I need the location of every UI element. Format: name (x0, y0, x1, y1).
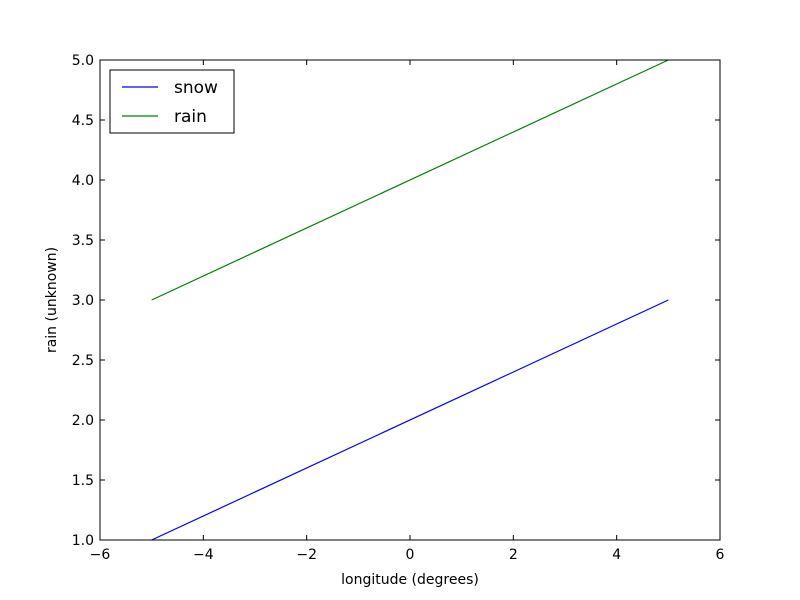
series-line-rain (151, 59, 669, 301)
x-tick-label: −6 (90, 547, 111, 563)
y-tick-label: 3.0 (72, 293, 94, 309)
legend-label-snow: snow (174, 78, 218, 98)
legend-label-rain: rain (174, 107, 207, 127)
y-tick-label: 5.0 (72, 53, 94, 69)
x-tick-label: 6 (716, 547, 725, 563)
series-layer (151, 59, 669, 541)
y-tick-label: 4.5 (72, 113, 94, 129)
y-axis-label: rain (unknown) (44, 247, 60, 353)
series-line-snow (151, 299, 669, 541)
legend: snow rain (109, 69, 235, 134)
y-tick-label: 3.5 (72, 233, 94, 249)
x-axis-label: longitude (degrees) (341, 572, 479, 588)
x-tick-label: 2 (509, 547, 518, 563)
ticks-layer: −6 −4 −2 0 2 4 6 1.0 1.5 2.0 2.5 3.0 3.5 4.0 4.5 5.0 (72, 53, 725, 563)
y-tick-label: 2.5 (72, 353, 94, 369)
y-tick-label: 1.0 (72, 533, 94, 549)
y-tick-label: 1.5 (72, 473, 94, 489)
legend-box (109, 69, 235, 134)
y-tick-label: 4.0 (72, 173, 94, 189)
y-tick-label: 2.0 (72, 413, 94, 429)
x-tick-label: 4 (612, 547, 621, 563)
x-tick-label: 0 (406, 547, 415, 563)
x-tick-label: −2 (296, 547, 317, 563)
x-tick-label: −4 (193, 547, 214, 563)
